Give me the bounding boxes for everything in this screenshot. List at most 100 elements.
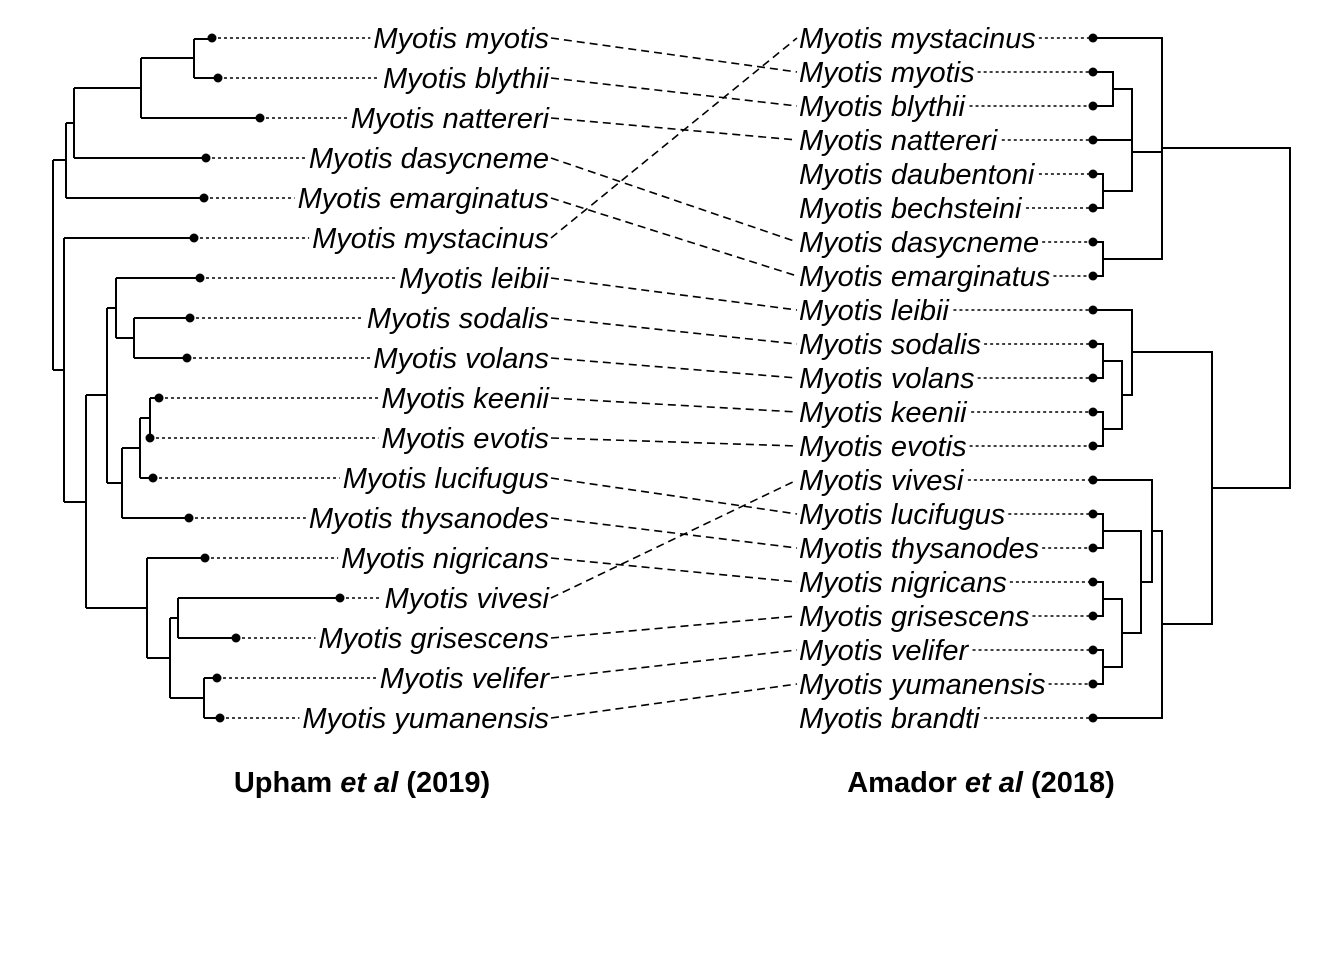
left-caption-year: (2019) (406, 767, 490, 799)
right-tip-dot (1088, 237, 1098, 247)
left-tip-dot (199, 193, 209, 203)
left-taxon-myotis-nigricans: Myotis nigricans (341, 543, 549, 575)
right-taxon-myotis-sodalis: Myotis sodalis (799, 329, 981, 361)
right-taxon-myotis-nattereri: Myotis nattereri (799, 125, 999, 157)
right-tip-dot (1088, 135, 1098, 145)
left-taxon-myotis-thysanodes: Myotis thysanodes (309, 503, 549, 535)
right-tip-dot (1088, 373, 1098, 383)
right-taxon-myotis-yumanensis: Myotis yumanensis (799, 669, 1046, 701)
right-taxon-myotis-bechsteini: Myotis bechsteini (799, 193, 1023, 225)
right-taxon-myotis-mystacinus: Myotis mystacinus (799, 23, 1036, 55)
right-tip-dot (1088, 577, 1098, 587)
right-tip-dot (1088, 101, 1098, 111)
left-tip-dot (201, 153, 211, 163)
left-tip-dot (154, 393, 164, 403)
left-tip-dot (148, 473, 158, 483)
left-tip-dot (213, 73, 223, 83)
right-tip-dot (1088, 475, 1098, 485)
right-tree-branches (1093, 37, 1291, 719)
left-tip-dot (189, 233, 199, 243)
left-caption-author: Upham (234, 767, 332, 799)
left-tip-dot (255, 113, 265, 123)
right-tip-dot (1088, 611, 1098, 621)
connector-myotis-blythii (550, 77, 798, 107)
connector-myotis-myotis (550, 37, 798, 73)
right-tip-dot (1088, 203, 1098, 213)
right-taxon-myotis-lucifugus: Myotis lucifugus (799, 499, 1005, 531)
right-taxon-myotis-leibii: Myotis leibii (799, 295, 950, 327)
connector-myotis-volans (550, 357, 798, 379)
right-taxon-myotis-volans: Myotis volans (799, 363, 975, 395)
right-caption-etal: et al (965, 767, 1024, 799)
left-taxon-myotis-sodalis: Myotis sodalis (367, 303, 549, 335)
connector-myotis-sodalis (550, 317, 798, 345)
left-tip-dot (200, 553, 210, 563)
connector-myotis-thysanodes (550, 517, 798, 549)
right-taxon-myotis-dasycneme: Myotis dasycneme (799, 227, 1039, 259)
right-tip-dot (1088, 271, 1098, 281)
left-taxon-myotis-velifer: Myotis velifer (380, 663, 551, 695)
connector-myotis-nattereri (550, 117, 798, 141)
left-taxon-myotis-blythii: Myotis blythii (383, 63, 551, 95)
left-taxon-myotis-lucifugus: Myotis lucifugus (343, 463, 549, 495)
left-tip-dot (215, 713, 225, 723)
left-taxon-myotis-volans: Myotis volans (373, 343, 549, 375)
left-caption-etal: et al (340, 767, 399, 799)
right-tip-dot (1088, 509, 1098, 519)
connector-myotis-velifer (550, 649, 798, 679)
right-tip-dot (1088, 305, 1098, 315)
right-taxon-myotis-grisescens: Myotis grisescens (799, 601, 1029, 633)
left-tip-dot (335, 593, 345, 603)
left-tip-dot (145, 433, 155, 443)
connector-lines (550, 37, 798, 719)
left-tip-dot (207, 33, 217, 43)
connector-myotis-emarginatus (550, 197, 798, 277)
left-taxon-myotis-dasycneme: Myotis dasycneme (309, 143, 549, 175)
right-taxon-myotis-evotis: Myotis evotis (799, 431, 967, 463)
right-taxon-myotis-myotis: Myotis myotis (799, 57, 975, 89)
right-tree-caption: Amador et al (2018) (847, 767, 1115, 799)
right-tip-dot (1088, 339, 1098, 349)
connector-myotis-yumanensis (550, 683, 798, 719)
right-taxon-myotis-blythii: Myotis blythii (799, 91, 967, 123)
left-taxon-myotis-grisescens: Myotis grisescens (319, 623, 549, 655)
left-tip-dot (185, 313, 195, 323)
right-taxon-myotis-keenii: Myotis keenii (799, 397, 968, 429)
right-tip-dot (1088, 67, 1098, 77)
right-caption-author: Amador (847, 767, 957, 799)
left-taxon-myotis-nattereri: Myotis nattereri (351, 103, 551, 135)
right-taxon-myotis-vivesi: Myotis vivesi (799, 465, 965, 497)
right-tip-dot (1088, 33, 1098, 43)
left-taxon-myotis-myotis: Myotis myotis (373, 23, 549, 55)
left-taxon-myotis-mystacinus: Myotis mystacinus (312, 223, 549, 255)
left-taxon-myotis-emarginatus: Myotis emarginatus (298, 183, 549, 215)
left-tip-dot (195, 273, 205, 283)
connector-myotis-leibii (550, 277, 798, 311)
connector-myotis-dasycneme (550, 157, 798, 243)
left-tip-dot (182, 353, 192, 363)
right-taxon-myotis-nigricans: Myotis nigricans (799, 567, 1007, 599)
right-tip-dot (1088, 169, 1098, 179)
right-tip-dot (1088, 713, 1098, 723)
right-tip-dot (1088, 543, 1098, 553)
left-taxon-myotis-evotis: Myotis evotis (381, 423, 549, 455)
connector-myotis-grisescens (550, 615, 798, 639)
left-tree-branches (52, 38, 340, 719)
connector-myotis-mystacinus (550, 37, 798, 239)
connector-myotis-evotis (550, 437, 798, 447)
connector-myotis-nigricans (550, 557, 798, 583)
left-tip-dot (184, 513, 194, 523)
right-taxon-myotis-brandti: Myotis brandti (799, 703, 981, 735)
right-taxon-myotis-emarginatus: Myotis emarginatus (799, 261, 1050, 293)
right-tip-dot (1088, 441, 1098, 451)
left-tip-dot (231, 633, 241, 643)
right-taxon-myotis-daubentoni: Myotis daubentoni (799, 159, 1036, 191)
right-tip-dot (1088, 407, 1098, 417)
right-tip-dot (1088, 645, 1098, 655)
left-tree-caption: Upham et al (2019) (234, 767, 490, 799)
left-taxon-myotis-keenii: Myotis keenii (381, 383, 550, 415)
connector-myotis-lucifugus (550, 477, 798, 515)
left-taxon-myotis-vivesi: Myotis vivesi (385, 583, 551, 615)
connector-myotis-keenii (550, 397, 798, 413)
